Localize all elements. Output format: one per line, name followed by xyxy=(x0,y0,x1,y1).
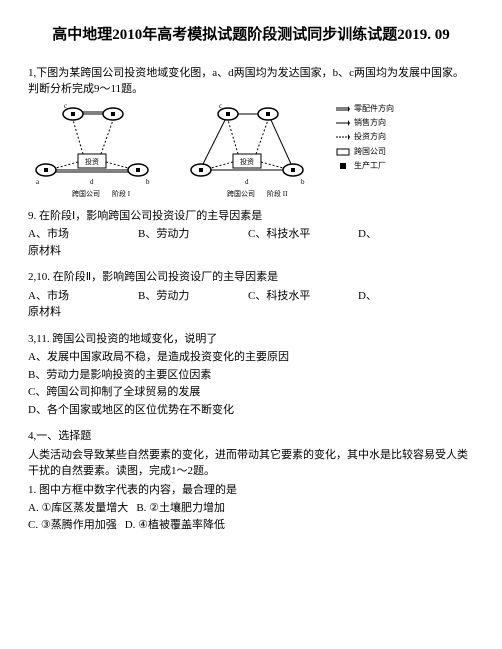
q11-opt-b: B、劳动力是影响投资的主要区位因素 xyxy=(28,367,474,384)
question-11: 3,11. 跨国公司投资的地域变化，说明了 xyxy=(28,331,474,348)
investment-diagram: 投资 c a b d xyxy=(28,102,328,202)
s4q1-opt-b: B. ②土壤肥力增加 xyxy=(136,500,225,517)
intro-text-1: 1,下图为某跨国公司投资地域变化图，a、d两国均为发达国家，b、c两国均为发展中… xyxy=(28,65,474,98)
diagram-container: 投资 c a b d xyxy=(28,102,474,202)
phase1-label-left: 跨国公司 xyxy=(72,189,100,198)
q9-opt-a: A、市场 xyxy=(28,226,138,243)
q9-opt-c: C、科技水平 xyxy=(248,226,358,243)
section-4-intro: 人类活动会导致某些自然要素的变化，进而带动其它要素的变化，其中水是比较容易受人类… xyxy=(28,447,474,480)
q10-opt-c: C、科技水平 xyxy=(248,288,358,305)
legend-label-3: 投资方向 xyxy=(354,130,386,144)
legend: 零配件方向 销售方向 投资方向 跨国公司 xyxy=(336,102,394,174)
section-4-header: 4,一、选择题 xyxy=(28,428,474,445)
legend-icon-dashed-arrow xyxy=(336,133,350,141)
svg-text:b: b xyxy=(146,178,150,186)
q10-opt-extra: 原材料 xyxy=(28,304,474,321)
question-10-options: A、市场 B、劳动力 C、科技水平 D、 原材料 xyxy=(28,288,474,321)
svg-text:d: d xyxy=(245,178,249,186)
phase2-label-left: 跨国公司 xyxy=(227,189,255,198)
q10-opt-a: A、市场 xyxy=(28,288,138,305)
q9-opt-extra: 原材料 xyxy=(28,243,474,260)
s4q1-opt-c: C. ③蒸腾作用加强 xyxy=(28,517,117,534)
svg-text:投资: 投资 xyxy=(240,157,254,166)
legend-icon-rect xyxy=(336,148,350,156)
page-title: 高中地理2010年高考模拟试题阶段测试同步训练试题2019. 09 xyxy=(28,24,474,47)
q11-opt-c: C、跨国公司抑制了全球贸易的发展 xyxy=(28,384,474,401)
q10-opt-d: D、 xyxy=(358,288,398,305)
legend-icon-double-arrow xyxy=(336,105,350,113)
svg-text:a: a xyxy=(36,178,40,186)
s4q1-opt-d: D. ④植被覆盖率降低 xyxy=(125,517,225,534)
question-9-options: A、市场 B、劳动力 C、科技水平 D、 原材料 xyxy=(28,226,474,259)
legend-label-4: 跨国公司 xyxy=(354,145,386,159)
q11-opt-d: D、各个国家或地区的区位优势在不断变化 xyxy=(28,402,474,419)
svg-text:b: b xyxy=(301,178,305,186)
phase1-label-right: 阶段 I xyxy=(112,189,131,198)
q9-opt-d: D、 xyxy=(358,226,398,243)
section-4-q1-options: A. ①库区蒸发量增大 B. ②土壤肥力增加 xyxy=(28,500,474,517)
hq-label-1: 投资 xyxy=(85,157,99,166)
q9-opt-b: B、劳动力 xyxy=(138,226,248,243)
legend-icon-square xyxy=(336,162,350,170)
question-9: 9. 在阶段Ⅰ，影响跨国公司投资设厂的主导因素是 xyxy=(28,208,474,225)
svg-text:c: c xyxy=(64,102,67,110)
question-10: 2,10. 在阶段Ⅱ，影响跨国公司投资设厂的主导因素是 xyxy=(28,269,474,286)
legend-label-5: 生产工厂 xyxy=(354,159,386,173)
svg-text:c: c xyxy=(219,102,222,110)
section-4-q1: 1. 图中方框中数字代表的内容，最合理的是 xyxy=(28,482,474,499)
legend-icon-solid-arrow xyxy=(336,119,350,127)
svg-text:d: d xyxy=(90,178,94,186)
legend-label-1: 零配件方向 xyxy=(354,102,394,116)
q11-opt-a: A、发展中国家政局不稳，是造成投资变化的主要原因 xyxy=(28,349,474,366)
s4q1-opt-a: A. ①库区蒸发量增大 xyxy=(28,500,128,517)
section-4-q1-options-2: C. ③蒸腾作用加强 D. ④植被覆盖率降低 xyxy=(28,517,474,534)
legend-label-2: 销售方向 xyxy=(354,116,386,130)
q10-opt-b: B、劳动力 xyxy=(138,288,248,305)
phase2-label-right: 阶段 II xyxy=(267,189,288,198)
